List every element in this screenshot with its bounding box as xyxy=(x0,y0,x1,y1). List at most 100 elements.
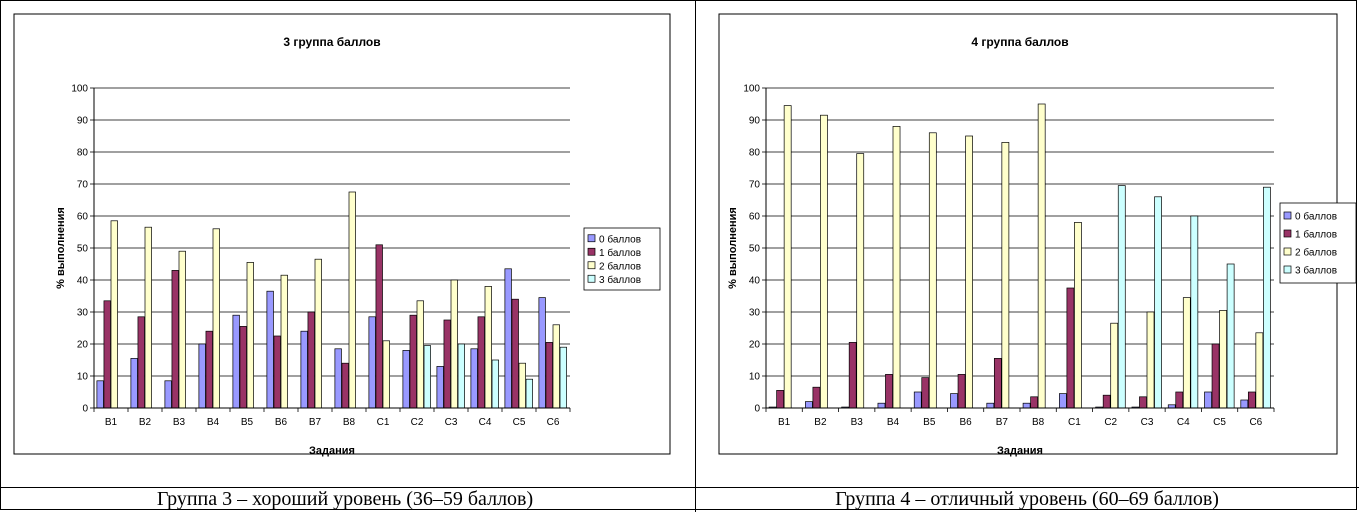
bar-C5-1 xyxy=(511,298,519,409)
bar-C4-2 xyxy=(484,286,492,409)
x-tick-label: B6 xyxy=(275,417,288,428)
bar-B4-1 xyxy=(885,374,893,409)
x-tick-label: C1 xyxy=(377,417,390,428)
y-tick-label: 70 xyxy=(77,180,89,191)
bar-C3-0 xyxy=(436,366,444,409)
chart-frame xyxy=(718,13,1338,455)
y-tick-label: 20 xyxy=(749,340,761,351)
bar-B8-0 xyxy=(1022,402,1031,409)
bar-C1-2 xyxy=(382,340,390,409)
bar-B2-2 xyxy=(820,114,828,409)
x-tick-label: C6 xyxy=(1249,417,1262,428)
bar-C3-2 xyxy=(450,279,458,409)
x-tick-label: B6 xyxy=(959,417,972,428)
bar-C1-2 xyxy=(1074,222,1082,409)
y-tick-label: 100 xyxy=(743,84,760,95)
y-tick-label: 40 xyxy=(749,276,761,287)
chart-title: 4 группа баллов xyxy=(971,35,1068,49)
bar-C2-3 xyxy=(423,345,431,409)
x-tick-label: B8 xyxy=(343,417,356,428)
x-tick-label: B7 xyxy=(996,417,1009,428)
legend-swatch xyxy=(587,274,596,283)
y-tick-label: 90 xyxy=(749,116,761,127)
bar-B2-1 xyxy=(812,386,821,409)
bar-B7-2 xyxy=(1001,142,1010,409)
bar-C3-1 xyxy=(443,319,451,409)
x-tick-label: C4 xyxy=(1177,417,1190,428)
bar-B2-1 xyxy=(137,316,145,409)
bar-B7-1 xyxy=(993,358,1002,409)
bar-B8-2 xyxy=(1037,103,1046,409)
legend-swatch xyxy=(1283,229,1292,238)
x-tick-label: B2 xyxy=(139,417,152,428)
y-tick-label: 100 xyxy=(71,84,88,95)
bar-C6-1 xyxy=(545,342,553,409)
legend-label: 1 баллов xyxy=(1295,229,1337,241)
y-tick-label: 30 xyxy=(749,308,761,319)
legend-label: 2 баллов xyxy=(1295,247,1337,259)
x-tick-label: C6 xyxy=(547,417,560,428)
bar-C4-0 xyxy=(470,348,478,409)
y-tick-label: 40 xyxy=(77,276,89,287)
y-tick-label: 10 xyxy=(749,372,761,383)
bar-C5-2 xyxy=(1219,310,1227,409)
panel-divider xyxy=(695,0,696,512)
chart-group-3: 3 группа баллов 0 10 20 30 40 50 60 70 80 90 100 B1 B… xyxy=(13,13,671,457)
bar-C5-3 xyxy=(1226,263,1235,409)
x-tick-label: C4 xyxy=(479,417,492,428)
bar-B3-2 xyxy=(856,153,865,409)
bar-C5-3 xyxy=(525,378,533,409)
bar-B5-0 xyxy=(232,314,240,409)
bar-C5-2 xyxy=(518,362,526,409)
bar-C3-2 xyxy=(1146,311,1155,409)
bar-B6-1 xyxy=(957,374,966,409)
caption-group-3: Группа 3 – хороший уровень (36–59 баллов… xyxy=(156,488,534,510)
bar-B6-2 xyxy=(280,274,288,409)
bar-C6-0 xyxy=(538,297,546,409)
y-tick-label: 50 xyxy=(77,244,89,255)
bar-B1-2 xyxy=(110,220,118,409)
y-axis-title: % выполнения xyxy=(55,207,67,289)
legend-label: 2 баллов xyxy=(599,260,641,272)
x-tick-label: B3 xyxy=(851,417,864,428)
bar-C6-3 xyxy=(1263,186,1271,409)
bar-B6-2 xyxy=(965,135,973,409)
legend-swatch xyxy=(587,234,596,243)
bar-B2-0 xyxy=(805,401,813,409)
bar-C5-0 xyxy=(1204,391,1212,409)
legend-box xyxy=(583,227,661,291)
bar-C4-1 xyxy=(477,316,485,409)
x-tick-label: B4 xyxy=(207,417,220,428)
bar-C5-0 xyxy=(504,268,512,409)
bar-B7-0 xyxy=(986,402,995,409)
bar-C3-3 xyxy=(1154,196,1162,409)
x-tick-label: C5 xyxy=(513,417,526,428)
bar-C4-3 xyxy=(1190,215,1199,409)
bar-B8-1 xyxy=(1030,396,1038,409)
x-tick-label: B5 xyxy=(923,417,936,428)
x-tick-label: C1 xyxy=(1068,417,1081,428)
bar-C2-0 xyxy=(402,350,410,409)
y-tick-label: 70 xyxy=(749,180,761,191)
caption-divider xyxy=(0,487,1359,488)
bar-B3-1 xyxy=(848,342,857,409)
x-tick-label: B3 xyxy=(173,417,186,428)
bar-B3-2 xyxy=(178,250,186,409)
y-tick-label: 0 xyxy=(754,404,760,415)
bar-C3-3 xyxy=(457,343,465,409)
bar-B8-1 xyxy=(341,362,349,409)
y-tick-label: 80 xyxy=(749,148,761,159)
bar-C6-2 xyxy=(1255,332,1264,409)
bar-B5-2 xyxy=(928,132,937,409)
bar-B8-2 xyxy=(348,191,356,409)
bar-C2-2 xyxy=(416,300,424,409)
x-axis-title: Задания xyxy=(997,445,1043,457)
x-tick-label: C3 xyxy=(445,417,458,428)
legend-box xyxy=(1279,202,1357,284)
y-tick-label: 90 xyxy=(77,116,89,127)
x-tick-label: B2 xyxy=(814,417,827,428)
x-tick-label: B1 xyxy=(105,417,118,428)
bar-B7-2 xyxy=(314,258,322,409)
bar-C1-0 xyxy=(1059,393,1067,409)
bar-B3-1 xyxy=(171,270,179,409)
